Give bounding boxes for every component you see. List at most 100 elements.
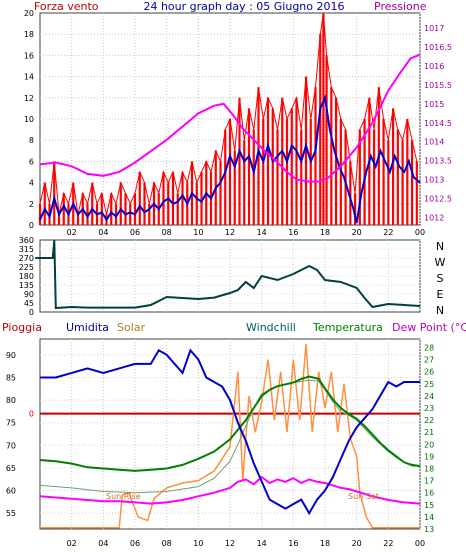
humidity-x-tick-label: 22 [383,539,393,548]
wind-x-tick-label: 12 [225,228,235,237]
legend-pioggia: Pioggia [2,321,42,334]
temperature-y-tick-label: 21 [424,428,434,437]
humidity-x-tick-label: 14 [257,539,267,548]
temperature-y-tick-label: 27 [424,356,434,365]
humidity-x-tick-label: 04 [98,539,108,548]
temperature-y-tick-label: 22 [424,416,434,425]
humidity-y-tick-label: 70 [6,441,16,450]
chart-date-title: 24 hour graph day : 05 Giugno 2016 [143,0,344,13]
pressure-y-tick-label: 1012 [424,213,444,222]
direction-y-tick-label: 270 [19,254,34,263]
pressure-y-tick-label: 1013.5 [424,157,452,166]
sunset-label: Sun Set [348,492,379,501]
wind-x-tick-label: 04 [98,228,108,237]
wind-speed-line [39,12,418,215]
direction-y-tick-label: 225 [19,263,34,272]
humidity-y-tick-label: 85 [6,373,16,382]
humidity-x-tick-label: 08 [162,539,172,548]
temperature-y-tick-label: 15 [424,501,434,510]
pressure-y-tick-label: 1016 [424,62,444,71]
wind-x-tick-label: 10 [193,228,203,237]
humidity-y-tick-label: 75 [6,419,16,428]
wind-y-tick-label: 14 [24,73,34,82]
compass-letter: N [436,240,444,253]
temperature-y-tick-label: 17 [424,477,434,486]
compass-letter: E [437,288,444,301]
humidity-y-tick-label: 65 [6,464,16,473]
temperature-y-tick-label: 24 [424,392,434,401]
wind-x-tick-label: 16 [288,228,298,237]
humidity-panel-series [39,343,421,529]
wind-y-tick-label: 0 [29,221,34,230]
humidity-x-tick-label: 00 [415,539,425,548]
temperature-y-tick-label: 26 [424,368,434,377]
wind-y-tick-label: 8 [29,136,34,145]
legend-temperatura: Temperatura [312,321,383,334]
pressure-y-tick-label: 1015 [424,100,444,109]
direction-y-tick-label: 45 [24,299,34,308]
compass-letter: W [435,256,446,269]
wind-y-tick-label: 20 [24,9,34,18]
temperature-y-tick-label: 20 [424,440,434,449]
humidity-x-tick-label: 02 [67,539,77,548]
rain-tick-label: 0 [29,410,34,419]
humidity-panel-ticks: 02 04 06 08 10 12 14 16 18 20 22 00 55 60 65 70 75 80 85 90… [6,343,434,548]
temperature-line [39,375,421,472]
humidity-line [40,348,420,516]
wind-x-tick-label: 20 [352,228,362,237]
direction-y-tick-label: 360 [19,236,34,245]
humidity-x-tick-label: 16 [288,539,298,548]
direction-y-tick-label: 315 [19,245,34,254]
temperature-y-tick-label: 14 [424,513,434,522]
direction-y-tick-label: 0 [29,308,34,317]
wind-x-tick-label: 08 [162,228,172,237]
direction-y-tick-label: 135 [19,281,34,290]
wind-gust-line [39,94,421,224]
humidity-x-tick-label: 20 [352,539,362,548]
direction-y-tick-label: 90 [24,290,34,299]
humidity-y-tick-label: 90 [6,351,16,360]
wind-y-tick-label: 18 [24,30,34,39]
direction-panel-series [35,239,421,310]
temperature-y-tick-label: 28 [424,343,434,352]
wind-y-tick-label: 16 [24,51,34,60]
wind-y-tick-label: 10 [24,115,34,124]
compass-letter: N [436,304,444,317]
pressure-y-tick-label: 1015.5 [424,81,452,90]
wind-x-tick-label: 14 [257,228,267,237]
humidity-x-tick-label: 12 [225,539,235,548]
wind-x-tick-label: 22 [383,228,393,237]
pressure-y-tick-label: 1012.5 [424,195,452,204]
sunrise-label: Sun Rise [106,492,141,501]
pressure-y-tick-label: 1017 [424,24,444,33]
direction-y-tick-label: 180 [19,272,34,281]
wind-x-tick-label: 02 [67,228,77,237]
wind-y-tick-label: 6 [29,157,34,166]
humidity-x-tick-label: 18 [320,539,330,548]
wind-y-tick-label: 12 [24,94,34,103]
wind-title: Forza vento [34,0,99,13]
pressure-title: Pressione [374,0,427,13]
temperature-y-tick-label: 23 [424,404,434,413]
pressure-y-tick-label: 1014.5 [424,119,452,128]
pressure-line [39,53,421,183]
temperature-y-tick-label: 18 [424,464,434,473]
legend-umidita: Umidita [66,321,109,334]
legend-windchill: Windchill [246,321,296,334]
wind-x-tick-label: 06 [130,228,140,237]
wind-panel-ticks: 02 04 06 08 10 12 14 16 18 20 22 000246810121416182… [24,9,452,237]
wind-y-tick-label: 2 [29,200,34,209]
wind-direction-line [35,239,421,310]
wind-panel-series [38,12,421,225]
wind-x-tick-label: 18 [320,228,330,237]
humidity-y-tick-label: 60 [6,487,16,496]
humidity-y-tick-label: 55 [6,509,16,518]
humidity-x-tick-label: 06 [130,539,140,548]
legend-dewpoint: Dew Point (°C) [392,321,466,334]
legend-solar: Solar [117,321,146,334]
temperature-y-tick-label: 19 [424,452,434,461]
pressure-y-tick-label: 1014 [424,138,444,147]
